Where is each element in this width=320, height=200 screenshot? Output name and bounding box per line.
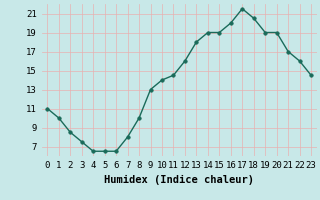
X-axis label: Humidex (Indice chaleur): Humidex (Indice chaleur) [104, 175, 254, 185]
